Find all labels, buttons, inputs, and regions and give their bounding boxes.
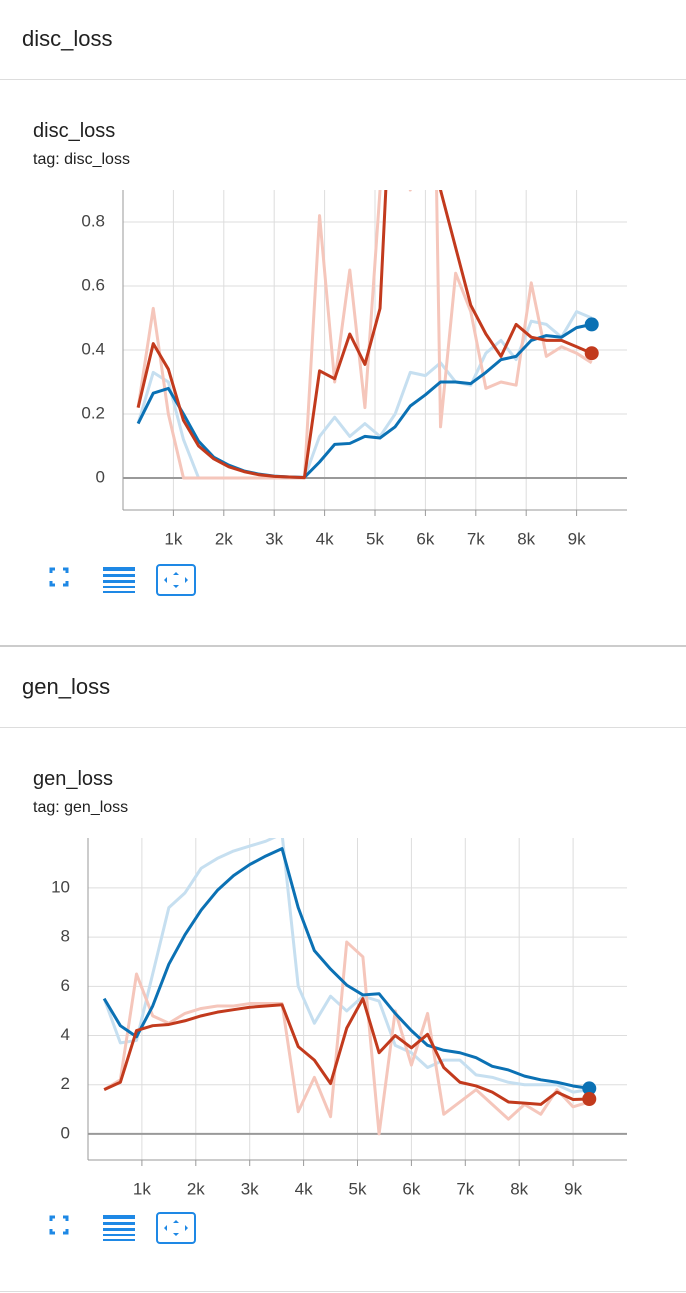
x-tick-label: 4k bbox=[316, 529, 334, 548]
card-title: disc_loss bbox=[33, 120, 116, 142]
endpoint-marker bbox=[584, 346, 599, 361]
x-tick-label: 6k bbox=[402, 1179, 420, 1198]
separator bbox=[0, 1291, 686, 1292]
series-line bbox=[103, 997, 590, 1106]
separator bbox=[0, 645, 686, 647]
y-tick-label: 10 bbox=[51, 877, 70, 896]
fit-domain-button[interactable] bbox=[156, 564, 196, 596]
y-tick-label: 0 bbox=[61, 1123, 70, 1142]
x-tick-label: 7k bbox=[467, 529, 485, 548]
y-tick-label: 0.6 bbox=[81, 275, 105, 294]
series-line bbox=[103, 940, 590, 1136]
series-line bbox=[136, 190, 593, 480]
x-tick-label: 2k bbox=[215, 529, 233, 548]
card-title: gen_loss bbox=[33, 768, 114, 790]
x-tick-label: 1k bbox=[164, 529, 182, 548]
x-tick-label: 3k bbox=[241, 1179, 259, 1198]
card-tag: tag: disc_loss bbox=[33, 151, 130, 168]
chart: 1k 2k 3k 4k 5k 6k 7k 8k 9k 0 0.2 0.4 0.6 0.8 bbox=[81, 190, 627, 548]
section-header[interactable]: disc_loss bbox=[22, 26, 113, 51]
separator bbox=[0, 79, 686, 80]
endpoint-marker bbox=[582, 1081, 597, 1096]
y-tick-label: 0.2 bbox=[81, 403, 105, 422]
plot bbox=[102, 838, 590, 1136]
card-tag: tag: gen_loss bbox=[33, 799, 129, 816]
plot bbox=[136, 190, 593, 480]
series-line bbox=[102, 838, 590, 1094]
x-tick-label: 5k bbox=[366, 529, 384, 548]
y-tick-label: 4 bbox=[61, 1025, 70, 1044]
y-tick-label: 6 bbox=[61, 976, 70, 995]
section-header[interactable]: gen_loss bbox=[22, 674, 111, 699]
toolbar bbox=[49, 564, 196, 596]
x-tick-label: 8k bbox=[517, 529, 535, 548]
y-tick-label: 0.8 bbox=[81, 211, 105, 230]
fullscreen-button[interactable] bbox=[49, 1215, 69, 1235]
y-tick-label: 8 bbox=[61, 927, 70, 946]
fullscreen-button[interactable] bbox=[49, 567, 69, 587]
x-tick-label: 3k bbox=[265, 529, 283, 548]
series-line bbox=[136, 190, 593, 480]
x-tick-label: 4k bbox=[295, 1179, 313, 1198]
log-scale-button[interactable] bbox=[103, 1215, 135, 1241]
endpoint-marker bbox=[582, 1091, 597, 1106]
y-tick-label: 0 bbox=[96, 467, 105, 486]
endpoint-marker bbox=[584, 317, 599, 332]
separator bbox=[0, 727, 686, 728]
y-tick-label: 2 bbox=[61, 1074, 70, 1093]
x-tick-label: 7k bbox=[456, 1179, 474, 1198]
y-tick-label: 0.4 bbox=[81, 339, 105, 358]
log-scale-button[interactable] bbox=[103, 567, 135, 593]
series-line bbox=[102, 847, 590, 1090]
x-tick-label: 1k bbox=[133, 1179, 151, 1198]
x-tick-label: 5k bbox=[349, 1179, 367, 1198]
x-tick-label: 9k bbox=[568, 529, 586, 548]
x-tick-label: 2k bbox=[187, 1179, 205, 1198]
fit-domain-button[interactable] bbox=[156, 1212, 196, 1244]
x-tick-label: 8k bbox=[510, 1179, 528, 1198]
x-tick-label: 9k bbox=[564, 1179, 582, 1198]
x-tick-label: 6k bbox=[416, 529, 434, 548]
chart: 1k 2k 3k 4k 5k 6k 7k 8k 9k 0 2 4 6 8 10 bbox=[51, 838, 627, 1198]
toolbar bbox=[49, 1212, 196, 1244]
